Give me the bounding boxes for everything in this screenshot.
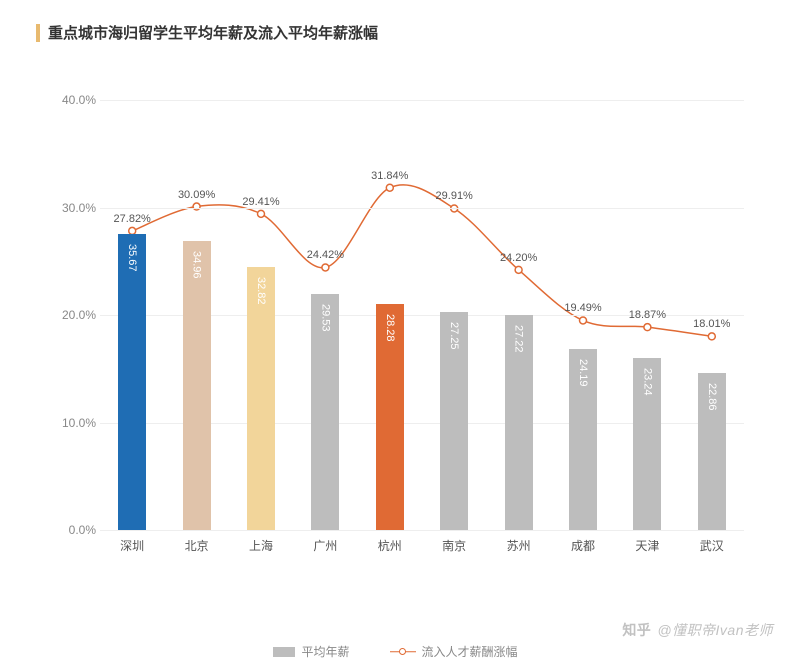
x-tick-label: 杭州 (378, 537, 402, 554)
chart-title: 重点城市海归留学生平均年薪及流入平均年薪涨幅 (36, 22, 378, 43)
watermark-logo: 知乎 (622, 620, 651, 640)
bar-value-label: 35.67 (126, 244, 138, 272)
line-value-label: 24.42% (307, 249, 344, 261)
line-marker (258, 210, 265, 217)
line-marker (580, 317, 587, 324)
legend-line-swatch (390, 646, 416, 658)
line-value-label: 18.01% (693, 318, 730, 330)
chart-area: 0.0%10.0%20.0%30.0%40.0% 35.6734.9632.82… (36, 100, 756, 580)
line-value-label: 30.09% (178, 189, 215, 201)
plot-area: 35.67 34.96 32.82 29.53 28.28 27.25 27.22 24.19… (100, 100, 744, 530)
x-tick-label: 北京 (185, 537, 209, 554)
legend-bar-label: 平均年薪 (301, 643, 349, 660)
title-accent-bar (36, 24, 40, 42)
bar: 24.19 (569, 349, 597, 530)
bar-value-label: 24.19 (577, 359, 589, 387)
line-value-label: 31.84% (371, 170, 408, 182)
x-tick-label: 南京 (442, 537, 466, 554)
gridline (100, 530, 744, 531)
y-tick-label: 20.0% (36, 308, 96, 322)
line-value-label: 29.41% (242, 196, 279, 208)
bar-value-label: 22.86 (706, 383, 718, 411)
bar: 22.86 (698, 373, 726, 530)
bar-value-label: 29.53 (319, 304, 331, 332)
y-tick-label: 40.0% (36, 93, 96, 107)
bar: 23.24 (633, 358, 661, 530)
gridline (100, 208, 744, 209)
bar: 27.25 (440, 312, 468, 530)
x-tick-label: 苏州 (507, 537, 531, 554)
line-marker (515, 266, 522, 273)
y-tick-label: 0.0% (36, 523, 96, 537)
x-tick-label: 成都 (571, 537, 595, 554)
x-tick-label: 天津 (635, 537, 659, 554)
bar-value-label: 27.25 (448, 322, 460, 350)
title-text: 重点城市海归留学生平均年薪及流入平均年薪涨幅 (48, 22, 378, 43)
line-value-label: 24.20% (500, 252, 537, 264)
bar-value-label: 27.22 (513, 325, 525, 353)
x-tick-label: 广州 (313, 537, 337, 554)
line-marker (644, 324, 651, 331)
line-marker (386, 184, 393, 191)
bar: 27.22 (505, 315, 533, 530)
bar: 28.28 (376, 304, 404, 530)
y-tick-label: 30.0% (36, 201, 96, 215)
watermark: 知乎 @懂职帝Ivan老师 (622, 620, 773, 640)
bar-value-label: 23.24 (641, 368, 653, 396)
line-marker (322, 264, 329, 271)
line-value-label: 18.87% (629, 309, 666, 321)
legend-line-label: 流入人才薪酬涨幅 (422, 643, 518, 660)
line-value-label: 27.82% (114, 213, 151, 225)
line-marker (708, 333, 715, 340)
bar-value-label: 34.96 (191, 251, 203, 279)
watermark-text: @懂职帝Ivan老师 (657, 622, 773, 638)
bar-value-label: 32.82 (255, 277, 267, 305)
x-tick-label: 深圳 (120, 537, 144, 554)
line-marker (129, 227, 136, 234)
x-tick-label: 上海 (249, 537, 273, 554)
legend-bar-swatch (273, 647, 295, 657)
x-tick-label: 武汉 (700, 537, 724, 554)
legend-item-bar: 平均年薪 (273, 643, 349, 660)
bar: 34.96 (183, 241, 211, 530)
bar: 29.53 (311, 294, 339, 531)
bar: 32.82 (247, 267, 275, 530)
line-value-label: 29.91% (436, 190, 473, 202)
gridline (100, 100, 744, 101)
legend-item-line: 流入人才薪酬涨幅 (390, 643, 518, 660)
y-tick-label: 10.0% (36, 416, 96, 430)
bar-value-label: 28.28 (384, 314, 396, 342)
line-value-label: 19.49% (564, 302, 601, 314)
bar: 35.67 (118, 234, 146, 530)
legend: 平均年薪 流入人才薪酬涨幅 (0, 643, 791, 660)
